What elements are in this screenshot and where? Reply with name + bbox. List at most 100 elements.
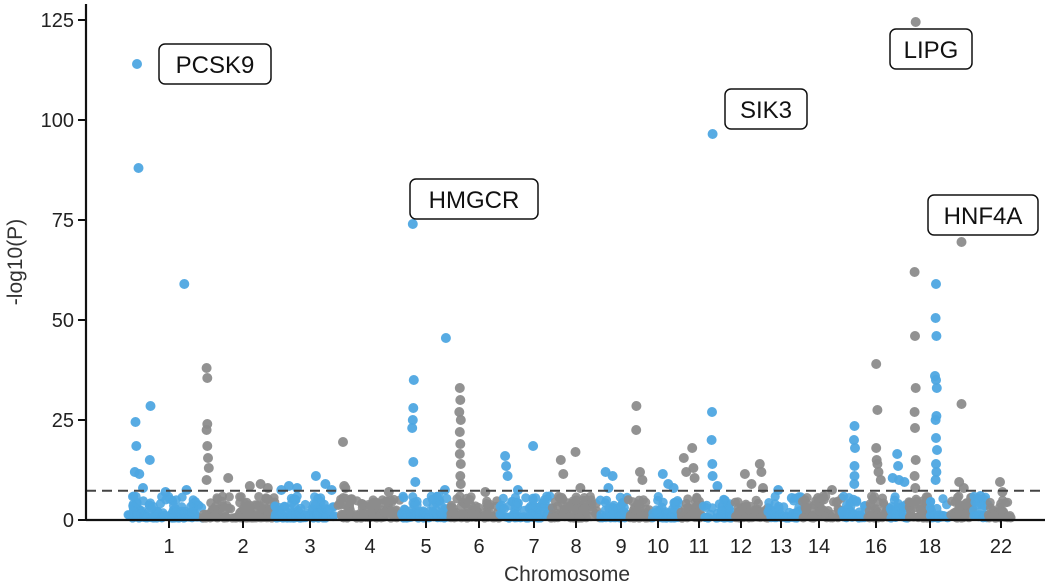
snp-point [160, 487, 171, 497]
snp-point [455, 479, 466, 489]
background-snp-point [442, 493, 452, 504]
background-snp-point [504, 513, 514, 523]
x-tick-label: 12 [730, 536, 752, 558]
background-snp-point [751, 495, 761, 505]
snp-point [931, 433, 941, 443]
snp-point [687, 443, 698, 453]
x-tick-label: 11 [689, 536, 710, 558]
background-snp-point [844, 493, 854, 503]
x-tick-label: 2 [237, 536, 248, 558]
snp-point [910, 331, 920, 341]
background-snp-point [950, 497, 960, 507]
background-snp-point [692, 492, 702, 502]
snp-point [454, 449, 465, 459]
background-snp-point [457, 509, 467, 519]
snp-point [754, 459, 765, 469]
snp-point [931, 331, 942, 341]
snp-point [850, 443, 860, 453]
snp-point [931, 459, 941, 469]
snp-point [512, 485, 523, 495]
x-tick-label: 3 [304, 536, 315, 558]
annotation-layer: PCSK9 HMGCR SIK3 LIPG HNF4A [158, 28, 1039, 236]
gene-label: HNF4A [944, 203, 1023, 230]
snp-point [635, 467, 645, 477]
background-snp-point [341, 500, 351, 510]
snp-point [910, 455, 921, 465]
background-snp-point [546, 513, 556, 523]
snp-point [455, 471, 466, 481]
snp-point [201, 363, 212, 373]
background-snp-point [933, 513, 943, 523]
background-snp-point [210, 511, 220, 521]
snp-point [607, 471, 618, 481]
background-snp-point [867, 491, 877, 501]
snp-point [706, 435, 717, 445]
background-snp-point [791, 509, 801, 519]
snp-point [849, 479, 860, 489]
background-snp-point [808, 513, 818, 523]
background-snp-point [261, 494, 271, 504]
background-snp-point [289, 494, 300, 504]
snp-point [338, 437, 348, 447]
snp-point [909, 407, 920, 417]
background-snp-point [676, 507, 686, 517]
background-snp-point [571, 495, 581, 505]
snp-point [872, 405, 883, 415]
background-snp-point [671, 499, 681, 509]
background-snp-point [482, 499, 492, 509]
background-snp-point [155, 499, 166, 509]
background-snp-point [270, 501, 280, 511]
y-axis-title: -log10(P) [4, 219, 27, 305]
snp-point [408, 375, 419, 385]
background-snp-point [245, 500, 255, 510]
background-snp-point [483, 509, 493, 520]
background-snp-point [634, 500, 644, 510]
x-tick-label: 9 [615, 536, 626, 558]
background-snp-point [698, 501, 709, 511]
snp-point [975, 491, 986, 501]
snp-point [657, 469, 668, 479]
snp-point [223, 473, 234, 483]
gene-label-box [158, 43, 272, 85]
background-snp-point [683, 494, 693, 504]
background-snp-point [837, 506, 847, 516]
snp-point [739, 469, 750, 479]
snp-point [130, 417, 141, 427]
background-snp-point [547, 503, 558, 513]
y-tick-label: 50 [52, 310, 74, 332]
x-tick-label: 16 [865, 536, 887, 558]
snp-point [455, 459, 466, 469]
snp-point [454, 407, 465, 417]
snp-point [910, 423, 920, 433]
background-snp-point [844, 508, 854, 518]
background-snp-point [271, 509, 281, 519]
background-snp-point [938, 494, 948, 504]
background-snp-point [734, 507, 744, 517]
snp-point [132, 59, 142, 69]
background-snp-point [497, 511, 507, 521]
background-snp-point [766, 505, 776, 515]
background-snp-point [408, 492, 418, 502]
snp-point [555, 455, 566, 465]
background-snp-point [312, 511, 322, 521]
background-snp-point [263, 506, 273, 516]
background-snp-point [498, 493, 508, 503]
background-snp-point [199, 509, 209, 519]
background-snp-point [131, 511, 142, 521]
gene-label-box [889, 28, 973, 70]
background-snp-point [800, 503, 810, 513]
background-snp-point [187, 507, 197, 517]
background-snp-point [889, 495, 900, 505]
snp-point [500, 451, 511, 461]
background-snp-point [455, 491, 465, 501]
snp-point [202, 441, 213, 451]
background-snp-point [190, 497, 200, 507]
background-snp-point [751, 506, 761, 516]
snp-point [480, 487, 491, 497]
snp-point [849, 435, 859, 445]
x-tick-label: 1 [163, 536, 174, 558]
gene-annotation-lipg: LIPG [889, 28, 973, 70]
x-tick-label: 22 [990, 536, 1012, 558]
snp-point [383, 487, 394, 497]
